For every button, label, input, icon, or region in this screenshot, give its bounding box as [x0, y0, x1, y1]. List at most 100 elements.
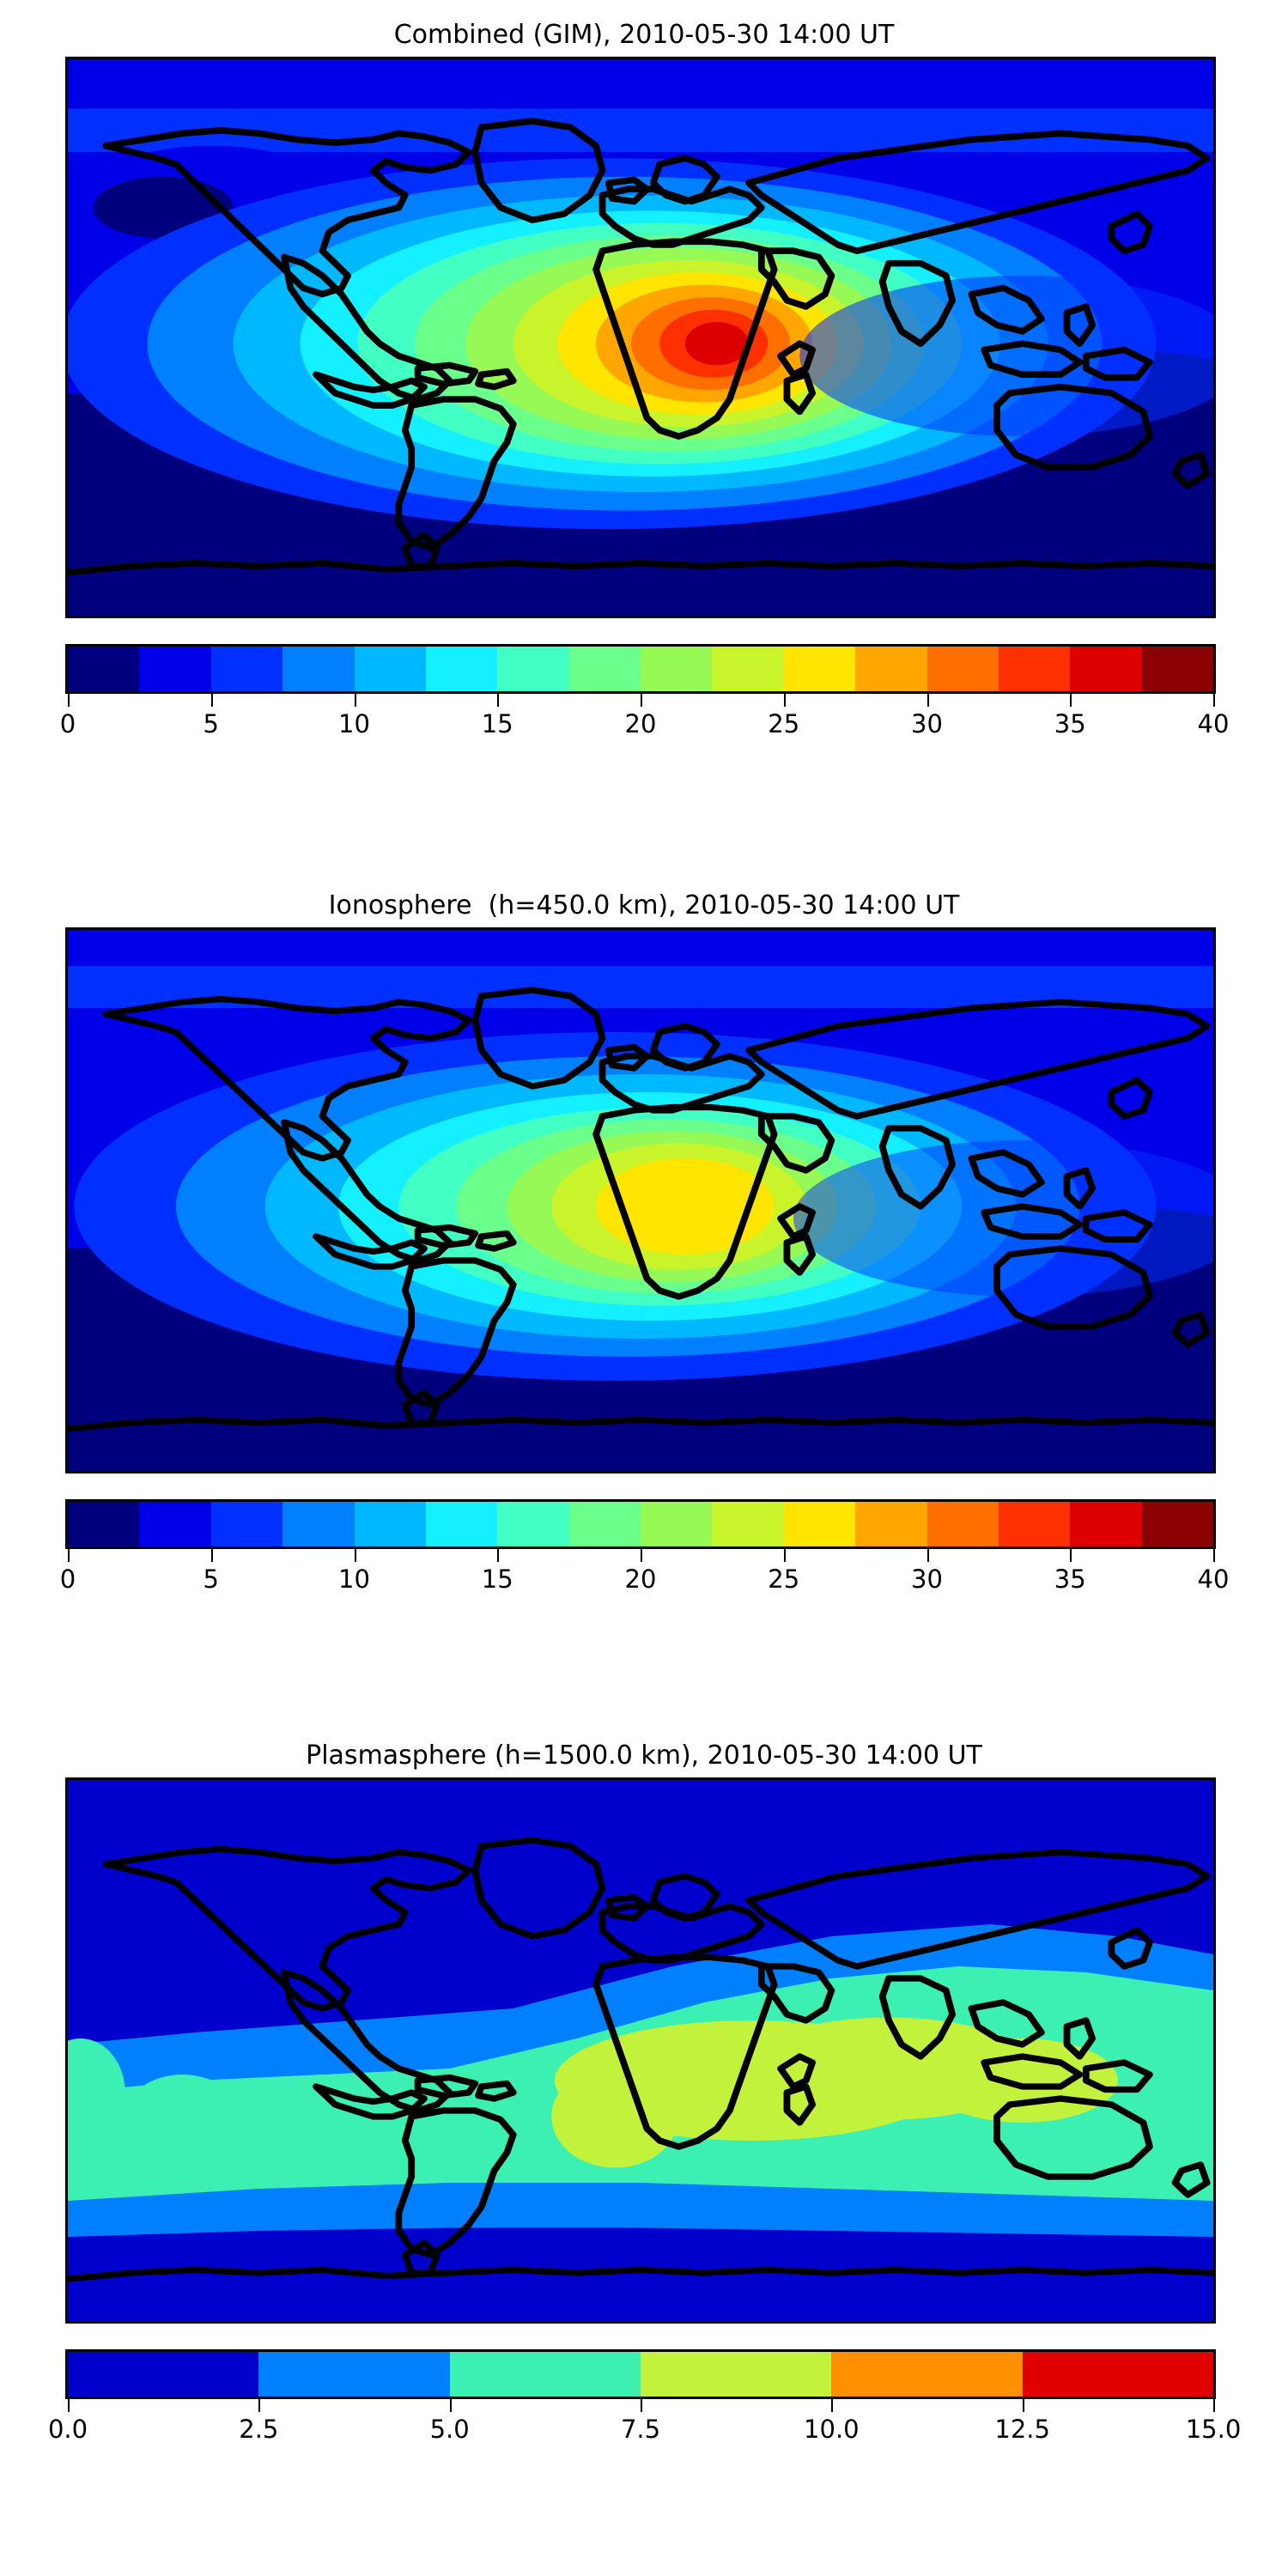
- panel-title-ionosphere: Ionosphere (h=450.0 km), 2010-05-30 14:0…: [328, 890, 960, 920]
- colorbar-tick-0: [68, 1549, 70, 1562]
- colorbar-tick-label-1: 5: [203, 1564, 219, 1594]
- colorbar-bar-ionosphere: [65, 1499, 1216, 1549]
- colorbar-segment-8: [641, 1502, 713, 1546]
- panel-plasmasphere: Plasmasphere (h=1500.0 km), 2010-05-30 1…: [0, 1743, 1288, 2550]
- colorbar-segment-6: [497, 647, 569, 691]
- colorbar-tick-label-0: 0: [59, 709, 76, 738]
- colorbar-tick-label-4: 10.0: [804, 2415, 860, 2444]
- colorbar-tick-label-8: 40: [1197, 709, 1230, 738]
- colorbar-tick-6: [927, 1549, 929, 1562]
- colorbar-segment-2: [210, 647, 283, 691]
- colorbar-tick-label-6: 30: [911, 1564, 943, 1594]
- map-svg-plasmasphere: [68, 1780, 1213, 2321]
- colorbar-tick-label-6: 30: [911, 709, 943, 738]
- colorbar-labels-combined: 0 5 10 15 20 25 30 35 40: [60, 708, 1230, 745]
- colorbar-segment-1: [139, 647, 211, 691]
- colorbar-ionosphere: 0 5 10 15 20 25 30 35 40: [60, 1499, 1229, 1601]
- colorbar-tick-3: [497, 1549, 500, 1562]
- colorbar-tick-label-6: 15.0: [1185, 2415, 1242, 2444]
- colorbar-tick-7: [1070, 1549, 1072, 1562]
- colorbar-segment-3: [640, 2352, 832, 2397]
- colorbar-tick-4: [641, 1549, 642, 1562]
- colorbar-combined: 0 5 10 15 20 25 30 35 40: [60, 644, 1229, 745]
- colorbar-segment-6: [497, 1502, 569, 1546]
- colorbar-segment-2: [210, 1502, 283, 1546]
- colorbar-tick-8: [1213, 694, 1215, 707]
- colorbar-tick-2: [354, 1549, 356, 1562]
- colorbar-segment-9: [712, 1502, 784, 1546]
- map-ionosphere: [65, 927, 1216, 1473]
- colorbar-segment-7: [568, 647, 641, 691]
- colorbar-tick-label-0: 0: [59, 1564, 76, 1594]
- colorbar-tick-6: [927, 694, 929, 707]
- colorbar-tick-5: [1022, 2399, 1024, 2412]
- panel-title-combined: Combined (GIM), 2010-05-30 14:00 UT: [393, 20, 895, 50]
- colorbar-tick-4: [831, 2399, 834, 2412]
- colorbar-tick-label-5: 12.5: [994, 2415, 1050, 2444]
- colorbar-segment-11: [855, 1502, 927, 1546]
- colorbar-tick-label-0: 0.0: [47, 2415, 88, 2444]
- colorbar-ticks-combined: [65, 694, 1216, 708]
- colorbar-tick-label-4: 20: [624, 1564, 657, 1594]
- map-plasmasphere: [65, 1777, 1216, 2324]
- colorbar-tick-3: [641, 2399, 642, 2412]
- colorbar-tick-2: [449, 2399, 452, 2412]
- colorbar-segment-10: [783, 647, 856, 691]
- colorbar-tick-label-2: 10: [338, 1564, 370, 1594]
- colorbar-segment-15: [1141, 1502, 1213, 1546]
- colorbar-segment-1: [258, 2352, 450, 2397]
- map-svg-ionosphere: [68, 930, 1213, 1471]
- colorbar-plasmasphere: 0.0 2.5 5.0 7.5 10.0 12.5 15.0: [48, 2349, 1241, 2451]
- colorbar-tick-3: [497, 694, 500, 707]
- colorbar-segment-5: [425, 647, 498, 691]
- colorbar-tick-0: [68, 694, 70, 707]
- colorbar-segment-2: [449, 2352, 641, 2397]
- colorbar-segment-0: [68, 1502, 140, 1546]
- colorbar-segment-8: [641, 647, 713, 691]
- colorbar-segment-4: [831, 2352, 1023, 2397]
- colorbar-tick-label-3: 15: [481, 709, 513, 738]
- panel-title-plasmasphere: Plasmasphere (h=1500.0 km), 2010-05-30 1…: [306, 1741, 982, 1771]
- colorbar-segment-9: [712, 647, 784, 691]
- colorbar-tick-label-1: 5: [203, 709, 219, 738]
- colorbar-segment-0: [68, 647, 140, 691]
- colorbar-segment-13: [998, 647, 1071, 691]
- colorbar-tick-label-3: 15: [481, 1564, 513, 1594]
- colorbar-tick-5: [783, 1549, 786, 1562]
- colorbar-tick-8: [1213, 1549, 1215, 1562]
- colorbar-tick-4: [641, 694, 642, 707]
- colorbar-tick-label-3: 7.5: [620, 2415, 661, 2444]
- colorbar-tick-label-8: 40: [1197, 1564, 1230, 1594]
- colorbar-segment-5: [425, 1502, 498, 1546]
- colorbar-bar-plasmasphere: [65, 2349, 1216, 2399]
- colorbar-segment-14: [1070, 647, 1142, 691]
- colorbar-segment-13: [998, 1502, 1071, 1546]
- panel-combined-gim: Combined (GIM), 2010-05-30 14:00 UT: [0, 22, 1288, 898]
- colorbar-tick-1: [210, 694, 213, 707]
- colorbar-segment-10: [783, 1502, 856, 1546]
- colorbar-segment-11: [855, 647, 927, 691]
- colorbar-segment-7: [568, 1502, 641, 1546]
- panel-ionosphere: Ionosphere (h=450.0 km), 2010-05-30 14:0…: [0, 893, 1288, 1752]
- colorbar-tick-label-7: 35: [1054, 709, 1086, 738]
- colorbar-segment-12: [927, 647, 999, 691]
- colorbar-tick-label-2: 5.0: [429, 2415, 470, 2444]
- colorbar-segment-3: [283, 1502, 355, 1546]
- colorbar-ticks-ionosphere: [65, 1549, 1216, 1563]
- colorbar-tick-6: [1213, 2399, 1215, 2412]
- colorbar-tick-0: [68, 2399, 70, 2412]
- colorbar-segment-15: [1141, 647, 1213, 691]
- colorbar-segment-3: [283, 647, 355, 691]
- colorbar-tick-label-1: 2.5: [239, 2415, 279, 2444]
- colorbar-tick-7: [1070, 694, 1072, 707]
- colorbar-segment-5: [1022, 2352, 1213, 2397]
- colorbar-tick-label-2: 10: [338, 709, 370, 738]
- colorbar-tick-1: [258, 2399, 261, 2412]
- colorbar-labels-ionosphere: 0 5 10 15 20 25 30 35 40: [60, 1563, 1230, 1601]
- map-combined-gim: [65, 57, 1216, 618]
- colorbar-segment-14: [1070, 1502, 1142, 1546]
- colorbar-tick-1: [210, 1549, 213, 1562]
- colorbar-segment-12: [927, 1502, 999, 1546]
- colorbar-tick-label-7: 35: [1054, 1564, 1086, 1594]
